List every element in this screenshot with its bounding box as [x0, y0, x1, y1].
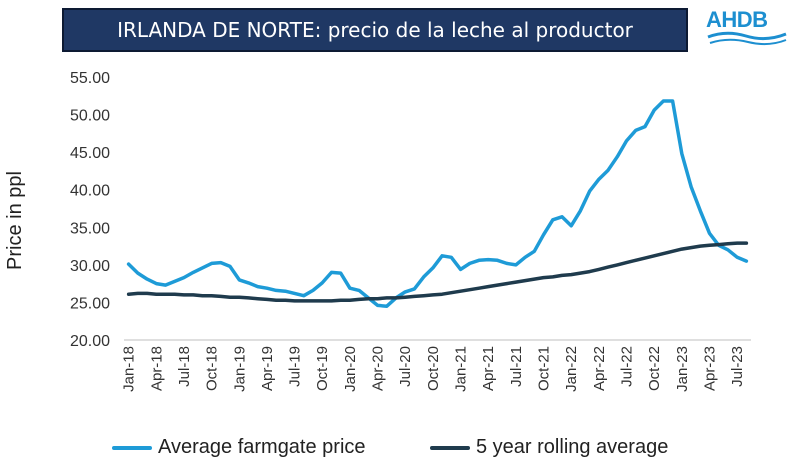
x-axis-ticks: Jan-18 Apr-18 Jul-18 Oct-18 Jan-19 Apr-19 Jul-…: [121, 346, 747, 392]
x-tick-label: Jul-19: [287, 346, 304, 387]
x-tick-label: Apr-19: [259, 346, 276, 391]
legend-swatch-rolling: [430, 445, 470, 450]
y-tick-label: 25.00: [70, 295, 110, 312]
x-tick-label: Jan-20: [342, 346, 359, 392]
x-tick-label: Jan-18: [121, 346, 138, 392]
x-tick-label: Oct-21: [536, 346, 553, 391]
series-lines: [126, 99, 749, 308]
chart-title-banner: IRLANDA DE NORTE: precio de la leche al …: [62, 8, 688, 52]
ahdb-logo: AHDB: [706, 4, 788, 48]
y-tick-label: 40.00: [70, 183, 110, 200]
x-tick-label: Jul-21: [508, 346, 525, 387]
x-tick-label: Jan-23: [674, 346, 691, 392]
x-tick-label: Apr-21: [480, 346, 497, 391]
x-tick-label: Jul-20: [397, 346, 414, 387]
logo-wave-icon: [707, 31, 787, 46]
y-axis-ticks: 20.00 25.00 30.00 35.00 40.00 45.00 50.00 55.00: [70, 70, 110, 350]
legend-label-farmgate: Average farmgate price: [158, 436, 366, 458]
legend-item-farmgate: Average farmgate price: [112, 436, 366, 459]
x-tick-label: Apr-20: [370, 346, 387, 391]
x-tick-label: Apr-18: [148, 346, 165, 391]
x-tick-label: Jul-22: [619, 346, 636, 387]
y-tick-label: 30.00: [70, 258, 110, 275]
legend-label-rolling: 5 year rolling average: [476, 436, 669, 458]
y-tick-label: 35.00: [70, 220, 110, 237]
x-tick-label: Apr-23: [702, 346, 719, 391]
x-tick-label: Jul-23: [729, 346, 746, 387]
x-tick-label: Jan-22: [563, 346, 580, 392]
legend: Average farmgate price 5 year rolling av…: [112, 436, 732, 466]
chart-title: IRLANDA DE NORTE: precio de la leche al …: [117, 18, 633, 42]
x-tick-label: Jan-19: [231, 346, 248, 392]
legend-swatch-farmgate: [112, 445, 152, 450]
x-tick-label: Apr-22: [591, 346, 608, 391]
x-tick-label: Jan-21: [453, 346, 470, 392]
x-tick-label: Oct-19: [314, 346, 331, 391]
y-tick-label: 50.00: [70, 108, 110, 125]
x-tick-label: Jul-18: [176, 346, 193, 387]
y-tick-label: 45.00: [70, 145, 110, 162]
x-tick-label: Oct-18: [204, 346, 221, 391]
series-line-rolling-average: [126, 241, 749, 303]
legend-item-rolling: 5 year rolling average: [430, 436, 668, 459]
logo-wordmark: AHDB: [706, 7, 768, 32]
x-tick-label: Oct-20: [425, 346, 442, 391]
series-line-farmgate: [126, 99, 749, 308]
y-tick-label: 20.00: [70, 333, 110, 350]
x-tick-label: Oct-22: [646, 346, 663, 391]
y-tick-label: 55.00: [70, 70, 110, 87]
